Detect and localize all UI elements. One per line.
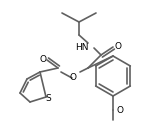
Text: O: O [115, 41, 122, 50]
Text: S: S [45, 93, 51, 102]
Text: O: O [40, 54, 46, 63]
Text: O: O [70, 73, 76, 82]
Text: O: O [116, 106, 124, 115]
Text: HN: HN [75, 43, 89, 51]
